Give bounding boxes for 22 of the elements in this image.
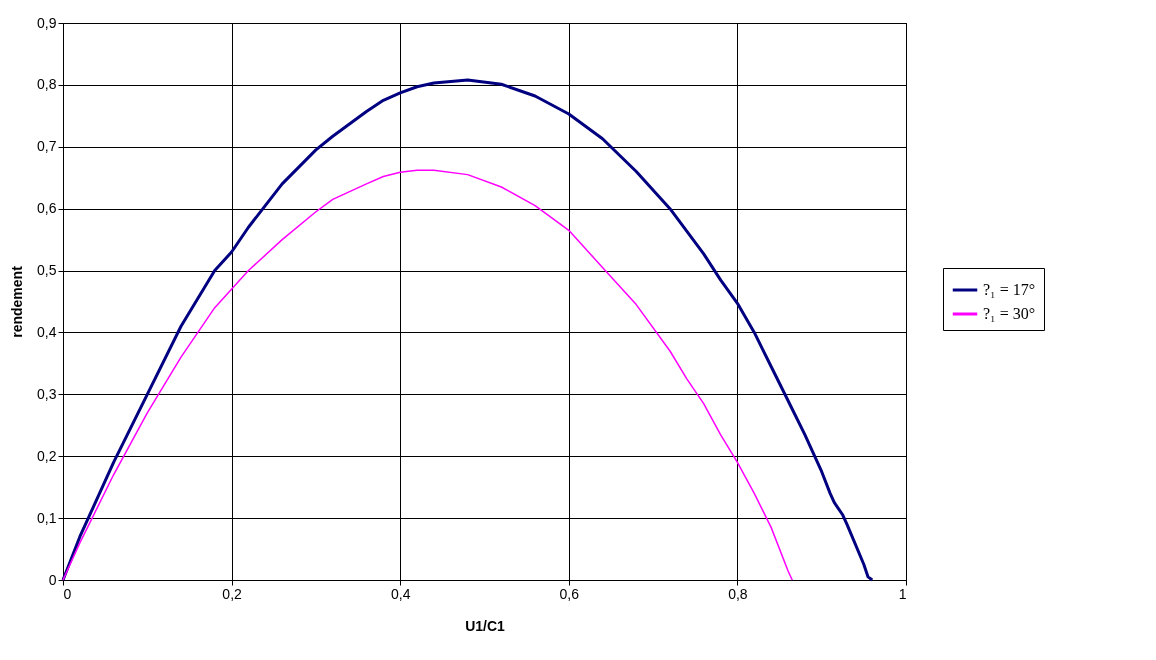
line-series <box>62 169 793 581</box>
x-axis-title: U1/C1 <box>465 617 506 634</box>
y-tick-label: 0,7 <box>37 138 57 155</box>
y-tick-label: 0,1 <box>37 509 57 526</box>
y-tick-label: 0,5 <box>37 262 57 279</box>
x-tick-label: 0,6 <box>559 585 580 602</box>
y-tick-label: 0 <box>48 571 57 588</box>
x-tick-label: 0,4 <box>390 585 411 602</box>
y-tick-label: 0,4 <box>37 323 57 340</box>
legend-label: ?₁ = 17° <box>983 281 1036 298</box>
x-tick-label: 0,8 <box>728 585 748 602</box>
y-axis-title: rendement <box>9 265 26 338</box>
x-tick-label: 0 <box>63 585 72 602</box>
line-series <box>61 78 874 582</box>
y-tick-label: 0,3 <box>37 385 57 402</box>
y-tick-label: 0,9 <box>37 14 57 31</box>
y-tick-label: 0,6 <box>37 200 57 217</box>
x-tick-label: 0,2 <box>222 585 243 602</box>
legend-label: ?₁ = 30° <box>983 305 1036 322</box>
y-tick-label: 0,8 <box>37 76 57 93</box>
x-tick-label: 1 <box>898 585 907 602</box>
y-tick-label: 0,2 <box>37 447 57 464</box>
